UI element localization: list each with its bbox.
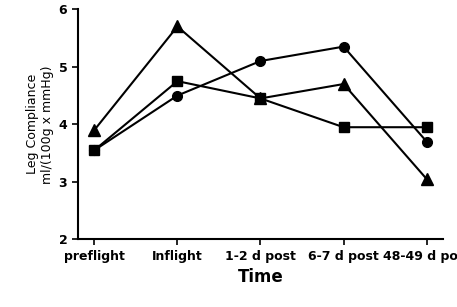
X-axis label: Time: Time — [238, 268, 283, 286]
Y-axis label: Leg Compliance
ml/(100g x mmHg): Leg Compliance ml/(100g x mmHg) — [27, 65, 54, 184]
